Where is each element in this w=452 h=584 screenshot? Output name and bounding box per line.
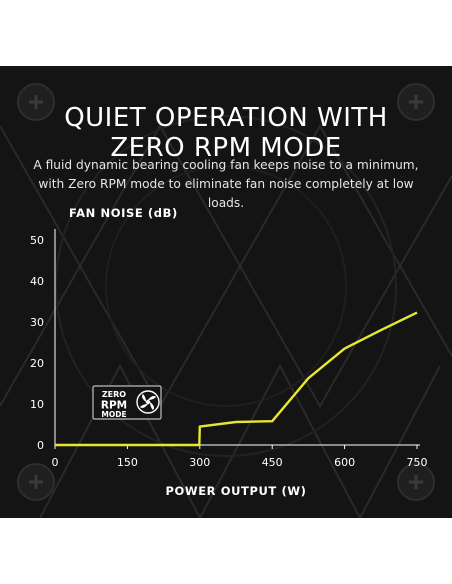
y-tick-label: 0 — [37, 439, 44, 452]
page-title: QUIET OPERATION WITH ZERO RPM MODE — [0, 103, 452, 163]
x-tick-group: 0 150 300 450 600 750 — [52, 445, 428, 469]
title-line-1: QUIET OPERATION WITH — [64, 103, 388, 134]
x-tick-label: 150 — [117, 456, 138, 469]
x-tick-label: 0 — [52, 456, 59, 469]
x-axis-title: POWER OUTPUT (W) — [166, 484, 307, 498]
zero-rpm-badge: ZERO RPM MODE — [92, 385, 162, 420]
y-tick-label: 40 — [30, 275, 44, 288]
fan-noise-chart: FAN NOISE (dB) POWER OUTPUT (W) 0 10 20 30 4… — [30, 206, 428, 498]
description-text: A fluid dynamic bearing cooling fan keep… — [33, 158, 419, 211]
title-line-2: ZERO RPM MODE — [110, 133, 342, 164]
badge-line-1: ZERO — [102, 390, 126, 399]
y-tick-group: 0 10 20 30 40 50 — [30, 234, 44, 452]
y-tick-label: 10 — [30, 398, 44, 411]
x-tick-label: 600 — [334, 456, 355, 469]
x-tick-label: 450 — [262, 456, 283, 469]
badge-line-2: RPM — [101, 400, 127, 412]
y-tick-label: 20 — [30, 357, 44, 370]
fan-noise-series-line — [55, 311, 418, 447]
fan-icon — [136, 390, 160, 414]
y-axis-title: FAN NOISE (dB) — [69, 206, 178, 220]
y-tick-label: 50 — [30, 234, 44, 247]
product-panel: QUIET OPERATION WITH ZERO RPM MODE A flu… — [0, 66, 452, 518]
x-tick-label: 300 — [189, 456, 210, 469]
x-tick-label: 750 — [407, 456, 428, 469]
y-tick-label: 30 — [30, 316, 44, 329]
badge-line-3: MODE — [101, 410, 126, 419]
